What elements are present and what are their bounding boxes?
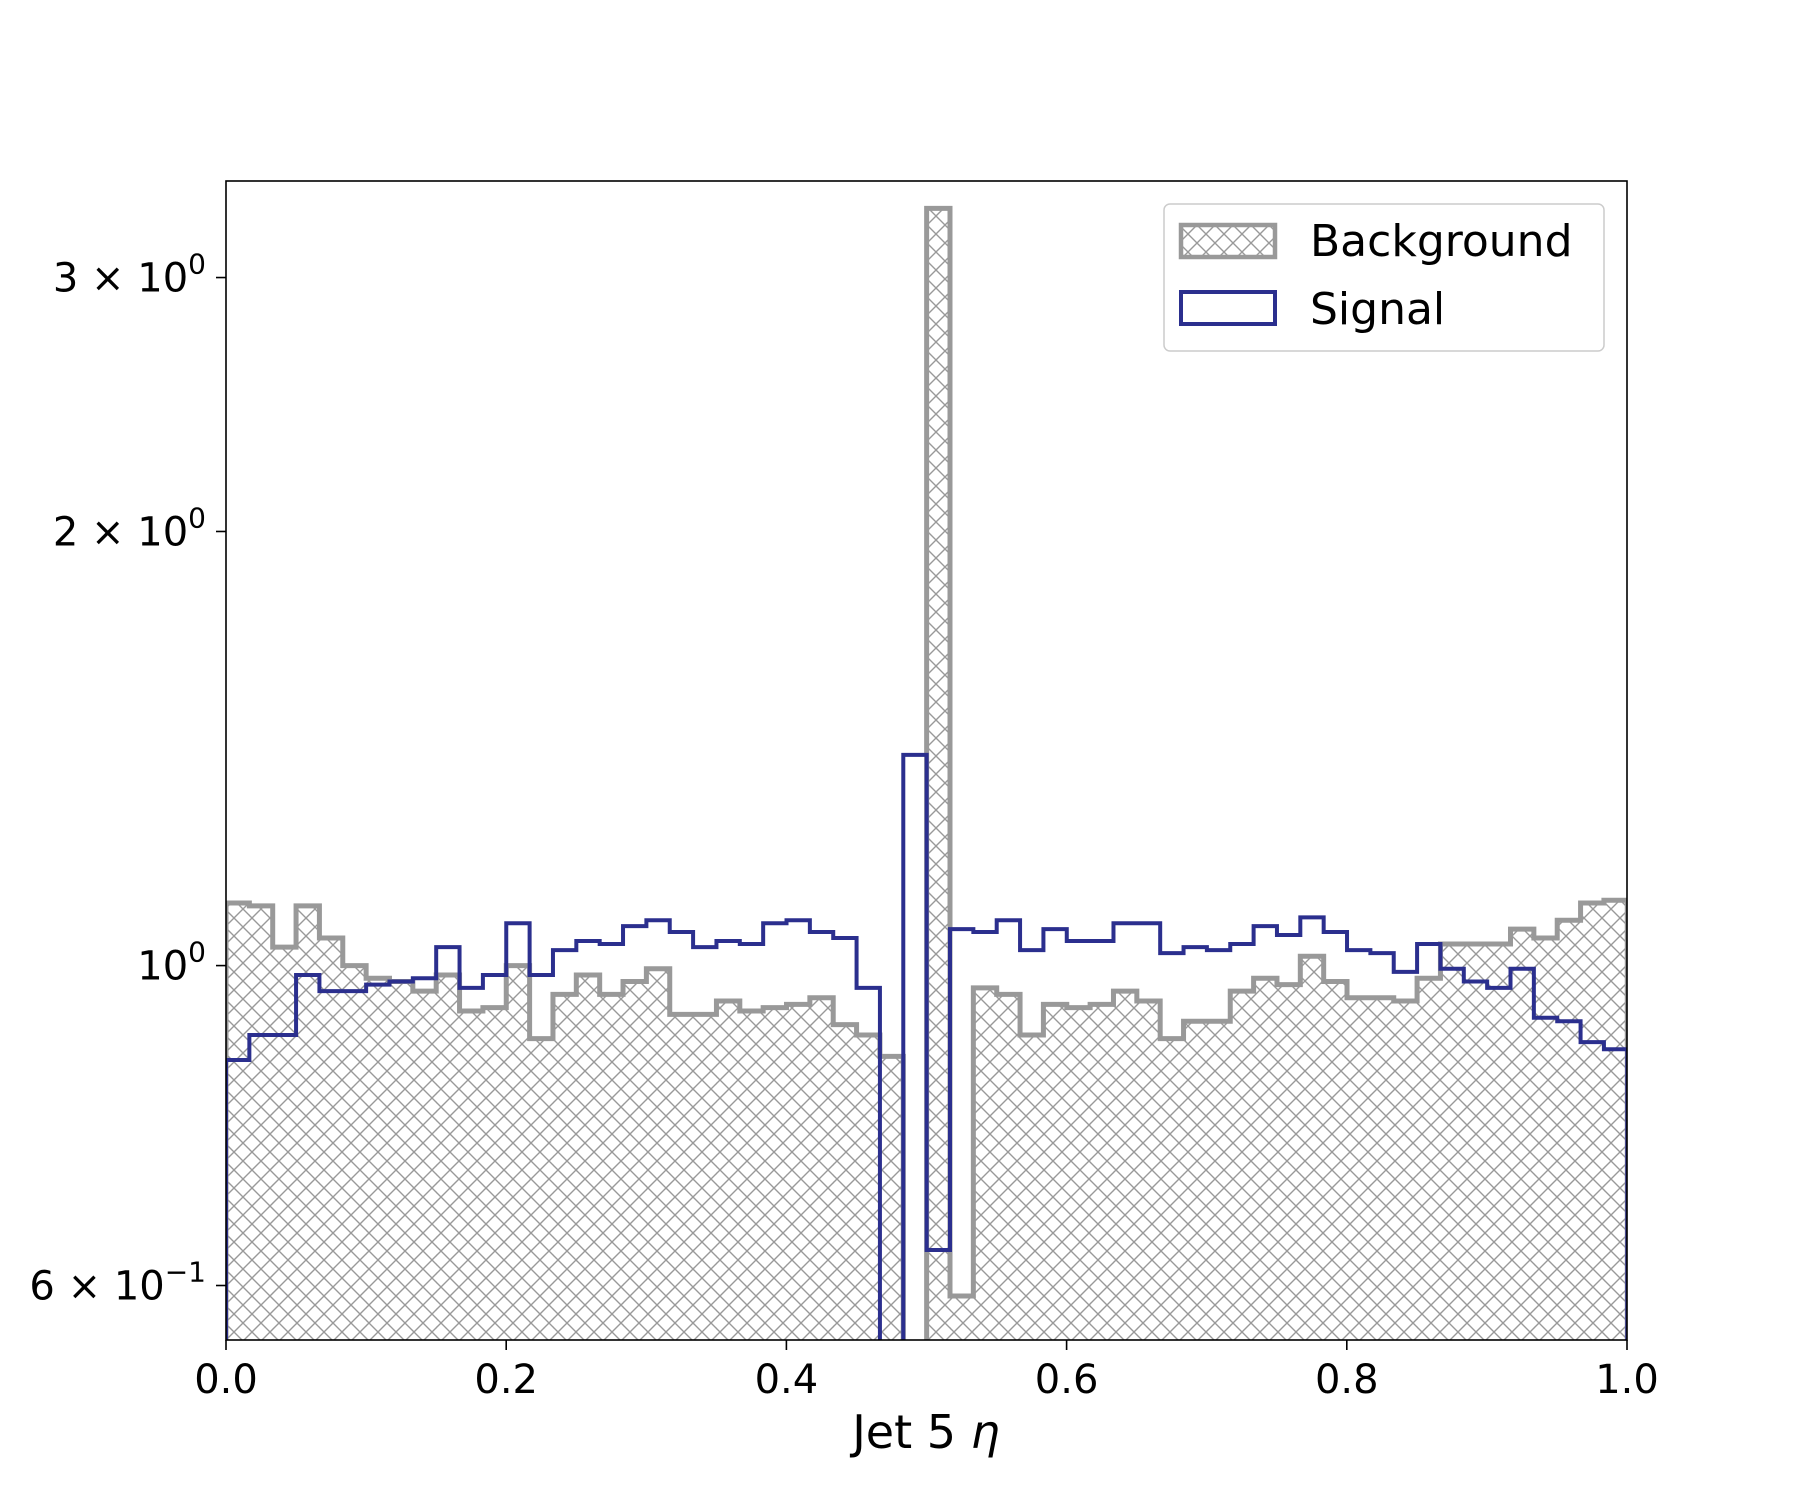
y-tick-label: 6 × 10−1 [29, 1256, 206, 1310]
x-tick-label: 0.2 [474, 1357, 538, 1403]
background-bar [1160, 1038, 1185, 1340]
background-bar [1230, 991, 1255, 1340]
background-bar [226, 903, 250, 1340]
background-bar [856, 1035, 881, 1340]
background-bar [646, 968, 671, 1340]
background-bar [809, 997, 834, 1340]
legend-swatch-signal [1179, 290, 1277, 326]
y-tick-label: 3 × 100 [53, 248, 206, 302]
background-bar [412, 991, 437, 1340]
background-bar [389, 981, 414, 1340]
background-bar [1113, 991, 1138, 1340]
background-bar [926, 208, 951, 1340]
background-bar [786, 1004, 811, 1340]
background-bar [272, 947, 297, 1340]
background-bar [599, 994, 624, 1340]
background-bar [1533, 938, 1558, 1340]
background-bar [482, 1007, 507, 1340]
x-axis: 0.0 0.2 0.4 0.6 0.8 1.0 [194, 1340, 1659, 1403]
background-bar [552, 994, 577, 1340]
background-bar [459, 1011, 484, 1340]
background-bar [623, 981, 647, 1340]
background-bar [693, 1014, 717, 1340]
background-bar [1183, 1021, 1208, 1340]
background-bar [1557, 920, 1582, 1340]
legend: Background Signal [1163, 203, 1605, 352]
background-bar [833, 1024, 858, 1340]
background-histogram-outline [226, 205, 1627, 1340]
background-bar [973, 987, 998, 1340]
background-bar [669, 1014, 694, 1340]
background-bar [716, 1001, 741, 1340]
background-bar [1300, 956, 1325, 1340]
x-tick-label: 0.8 [1315, 1357, 1379, 1403]
x-tick-label: 0.6 [1035, 1357, 1099, 1403]
background-bar [342, 965, 367, 1340]
background-bar [1043, 1004, 1068, 1340]
y-axis: 6 × 10−1 100 2 × 100 3 × 100 [29, 248, 226, 1310]
background-bar [1417, 978, 1441, 1340]
background-bar [1090, 1004, 1114, 1340]
background-bar [1347, 997, 1371, 1340]
background-bar [1066, 1007, 1091, 1340]
x-tick-label: 0.4 [755, 1357, 819, 1403]
background-bar [296, 905, 320, 1340]
background-bar [529, 1038, 554, 1340]
background-bar [1136, 1001, 1161, 1340]
background-bar [763, 1007, 788, 1340]
x-tick-label: 0.0 [194, 1357, 258, 1403]
legend-label-signal: Signal [1310, 284, 1445, 335]
background-bar [1463, 944, 1488, 1340]
background-bar [949, 1296, 974, 1340]
signal-histogram-outline [226, 752, 1627, 1340]
background-bar [576, 975, 601, 1340]
background-bar [1206, 1021, 1231, 1340]
background-bar [879, 1056, 904, 1340]
background-bar [1323, 981, 1348, 1340]
background-bar [1020, 1035, 1044, 1340]
background-bar [249, 905, 274, 1340]
y-tick-label: 100 [137, 936, 206, 990]
background-bar [436, 975, 461, 1340]
background-bar [1276, 984, 1301, 1340]
x-axis-label: Jet 5 η [849, 1405, 1000, 1459]
x-tick-label: 1.0 [1595, 1357, 1659, 1403]
background-bar [506, 965, 531, 1340]
legend-label-background: Background [1310, 216, 1573, 267]
background-bar [996, 994, 1021, 1340]
y-tick-label: 2 × 100 [53, 501, 206, 555]
background-bar [1370, 997, 1395, 1340]
background-bar [1580, 903, 1605, 1340]
background-bar [1603, 900, 1627, 1340]
legend-swatch-background [1178, 222, 1278, 260]
background-bar [739, 1011, 764, 1340]
background-bar [1487, 944, 1512, 1340]
plot-area [225, 180, 1628, 1341]
background-bar [366, 978, 390, 1340]
background-bar [319, 938, 344, 1340]
background-bar [1253, 978, 1278, 1340]
background-bar [1393, 1001, 1418, 1340]
plot-frame [225, 180, 1628, 1341]
background-bar [1440, 944, 1465, 1340]
background-bar [1510, 929, 1535, 1340]
